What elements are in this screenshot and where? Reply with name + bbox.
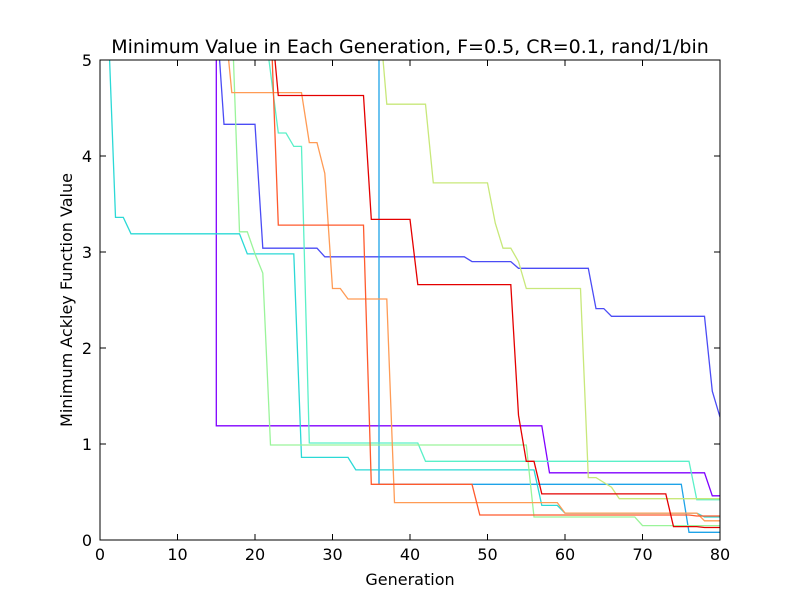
y-tick-label: 0 <box>82 531 92 550</box>
y-tick-label: 4 <box>82 147 92 166</box>
series-line-run-8 <box>227 60 720 522</box>
series-layer <box>108 60 720 533</box>
x-tick-label: 0 <box>95 545 105 564</box>
plot-frame <box>99 59 721 541</box>
x-tick-label: 30 <box>322 545 342 564</box>
y-tick-label: 5 <box>82 51 92 70</box>
series-line-run-10 <box>274 60 720 529</box>
y-tick-label: 3 <box>82 243 92 262</box>
x-tick-label: 70 <box>632 545 652 564</box>
series-line-run-5 <box>268 60 720 501</box>
y-axis-label: Minimum Ackley Function Value <box>57 173 76 427</box>
series-line-run-9 <box>271 60 720 517</box>
series-line-run-1 <box>215 60 720 497</box>
plot-background <box>100 60 720 540</box>
y-tick-label: 2 <box>82 339 92 358</box>
series-line-run-2 <box>218 60 720 418</box>
x-tick-label: 10 <box>167 545 187 564</box>
series-line-run-7 <box>382 60 720 500</box>
x-tick-label: 80 <box>710 545 730 564</box>
x-axis-label: Generation <box>365 570 454 589</box>
chart-title: Minimum Value in Each Generation, F=0.5,… <box>111 36 709 58</box>
x-tick-label: 40 <box>400 545 420 564</box>
series-line-run-6 <box>232 60 720 527</box>
y-tick-label: 1 <box>82 435 92 454</box>
x-tick-label: 20 <box>245 545 265 564</box>
x-tick-label: 60 <box>555 545 575 564</box>
x-tick-label: 50 <box>477 545 497 564</box>
tick-layer: 0 10 20 30 40 50 60 70 80 0 1 2 3 4 5 <box>82 51 730 564</box>
